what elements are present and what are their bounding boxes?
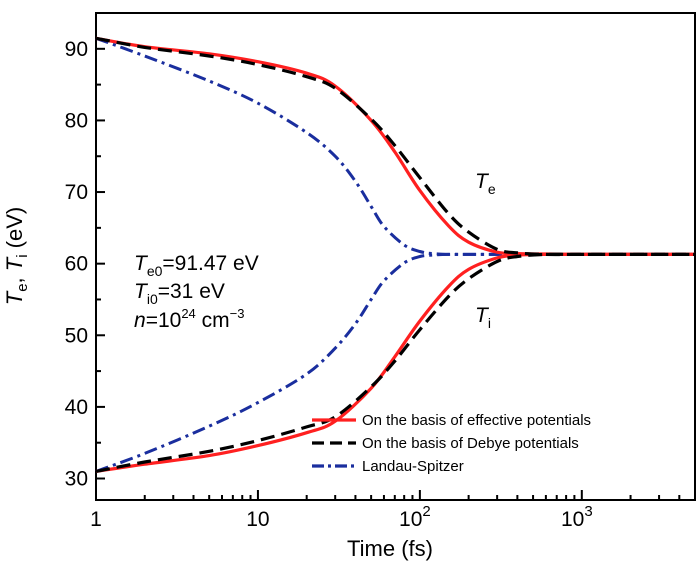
legend-label: Landau-Spitzer [362, 458, 464, 475]
y-axis-title-ti-sub: i [14, 254, 31, 257]
series-1-ti-line [95, 252, 695, 473]
series-2-te-line [95, 36, 695, 256]
param-density: n=1024 cm−3 [134, 306, 244, 332]
legend: On the basis of effective potentials On t… [312, 412, 591, 475]
y-axis-title-te-sub: e [14, 283, 31, 291]
y-tick-label: 40 [65, 396, 88, 419]
legend-label: On the basis of Debye potentials [362, 435, 579, 452]
y-axis-title: Te, Ti (eV) [2, 207, 31, 306]
y-axis-title-sep: , [2, 271, 27, 283]
x-axis-title: Time (fs) [347, 536, 433, 561]
param-ti0: Ti0=31 eV [134, 280, 225, 307]
ti-curve-label: Ti [475, 304, 491, 331]
series-0-te-line [95, 36, 695, 257]
x-tick-label: 1 [90, 508, 102, 531]
x-tick-label: 10 [246, 508, 269, 531]
y-tick-label: 50 [65, 324, 88, 347]
series-1-te-line [95, 36, 695, 257]
x-tick-label: 102 [399, 503, 431, 531]
param-te0: Te0=91.47 eV [134, 252, 259, 279]
x-tick-label: 103 [561, 503, 593, 531]
te-curve-label: Te [475, 170, 496, 197]
y-tick-label: 60 [65, 253, 88, 276]
y-axis-title-ti: T [2, 256, 27, 271]
ticks-group: 30 40 50 60 70 80 90 1 10 102 103 [65, 38, 681, 531]
y-tick-label: 90 [65, 38, 88, 61]
legend-label: On the basis of effective potentials [362, 412, 591, 429]
curves-group [95, 36, 695, 473]
y-tick-label: 30 [65, 468, 88, 491]
y-tick-label: 70 [65, 181, 88, 204]
y-tick-label: 80 [65, 109, 88, 132]
y-axis-title-unit: (eV) [2, 207, 27, 255]
y-axis-title-te: T [2, 290, 27, 305]
